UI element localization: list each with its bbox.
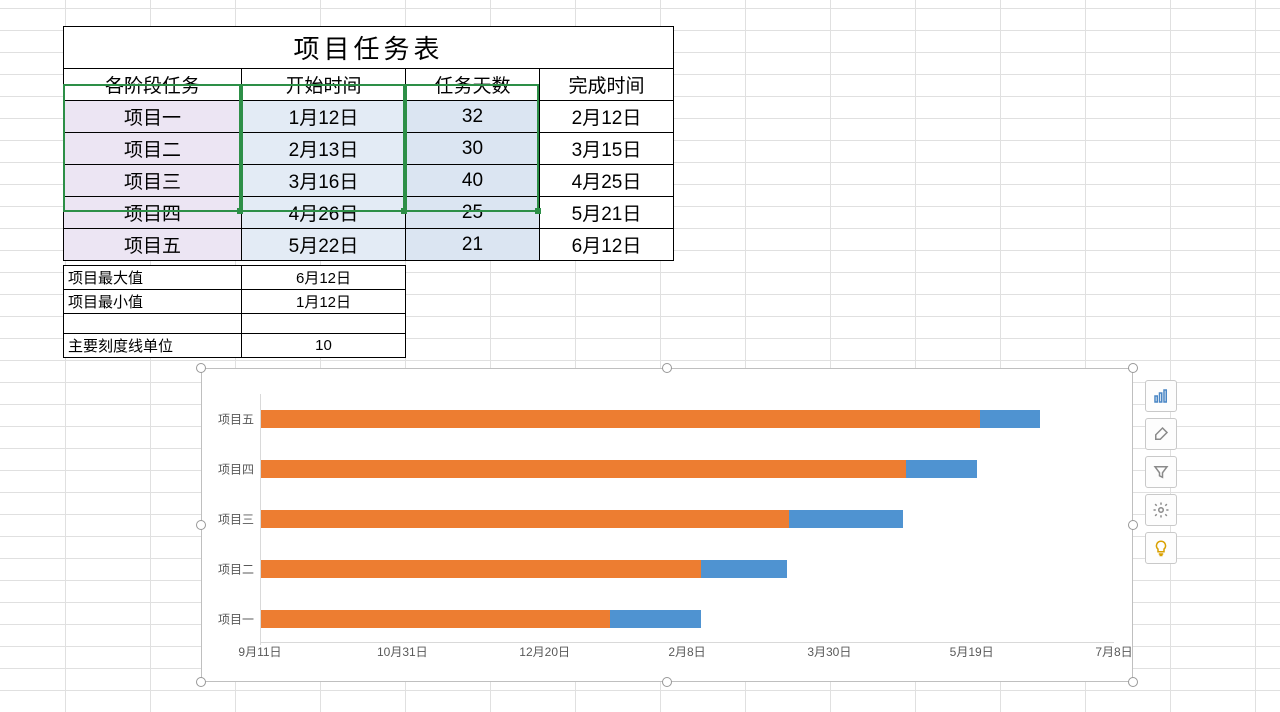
- x-axis-tick: 7月8日: [1095, 643, 1132, 660]
- task-table[interactable]: 项目任务表 各阶段任务 开始时间 任务天数 完成时间 项目一 1月12日 32 …: [63, 26, 674, 261]
- cell-end[interactable]: 6月12日: [540, 229, 674, 261]
- bar-segment[interactable]: [260, 610, 610, 628]
- cell-end[interactable]: 2月12日: [540, 101, 674, 133]
- x-axis-tick: 9月11日: [238, 643, 281, 660]
- cell-task-name[interactable]: 项目四: [64, 197, 242, 229]
- task-table-header[interactable]: 任务天数: [406, 69, 540, 101]
- summary-table[interactable]: 项目最大值 6月12日 项目最小值 1月12日 主要刻度线单位 10: [63, 265, 406, 358]
- chart-settings-button[interactable]: [1145, 494, 1177, 526]
- chart-elements-icon: [1152, 387, 1170, 405]
- summary-value[interactable]: 1月12日: [242, 290, 406, 314]
- cell-task-name[interactable]: 项目一: [64, 101, 242, 133]
- summary-value[interactable]: 10: [242, 334, 406, 358]
- task-table-header[interactable]: 各阶段任务: [64, 69, 242, 101]
- cell-days[interactable]: 25: [406, 197, 540, 229]
- summary-label[interactable]: 主要刻度线单位: [64, 334, 242, 358]
- chart-bar-row[interactable]: 项目二: [260, 560, 1114, 578]
- summary-label[interactable]: 项目最小值: [64, 290, 242, 314]
- cell-days[interactable]: 40: [406, 165, 540, 197]
- y-axis-label: 项目二: [218, 561, 260, 578]
- x-axis-tick: 2月8日: [668, 643, 705, 660]
- cell-task-name[interactable]: 项目五: [64, 229, 242, 261]
- x-axis-tick: 10月31日: [377, 643, 428, 660]
- resize-handle[interactable]: [662, 363, 672, 373]
- gear-icon: [1152, 501, 1170, 519]
- resize-handle[interactable]: [662, 677, 672, 687]
- cell-start[interactable]: 4月26日: [242, 197, 406, 229]
- cell-end[interactable]: 3月15日: [540, 133, 674, 165]
- resize-handle[interactable]: [1128, 363, 1138, 373]
- bar-segment[interactable]: [260, 410, 980, 428]
- x-axis: 9月11日10月31日12月20日2月8日3月30日5月19日7月8日: [260, 643, 1114, 663]
- bar-segment[interactable]: [701, 560, 786, 578]
- y-axis-label: 项目三: [218, 511, 260, 528]
- x-axis-tick: 12月20日: [519, 643, 570, 660]
- cell-end[interactable]: 5月21日: [540, 197, 674, 229]
- resize-handle[interactable]: [196, 520, 206, 530]
- cell-start[interactable]: 5月22日: [242, 229, 406, 261]
- chart-styles-button[interactable]: [1145, 418, 1177, 450]
- summary-value[interactable]: 6月12日: [242, 266, 406, 290]
- y-axis-label: 项目五: [218, 411, 260, 428]
- bar-segment[interactable]: [610, 610, 701, 628]
- cell-end[interactable]: 4月25日: [540, 165, 674, 197]
- y-axis-line: [260, 394, 261, 645]
- chart-bar-row[interactable]: 项目五: [260, 410, 1114, 428]
- bar-segment[interactable]: [980, 410, 1040, 428]
- y-axis-label: 项目一: [218, 611, 260, 628]
- cell-start[interactable]: 3月16日: [242, 165, 406, 197]
- x-axis-tick: 5月19日: [950, 643, 994, 660]
- funnel-icon: [1152, 463, 1170, 481]
- cell-start[interactable]: 1月12日: [242, 101, 406, 133]
- resize-handle[interactable]: [196, 363, 206, 373]
- cell-start[interactable]: 2月13日: [242, 133, 406, 165]
- chart-filters-button[interactable]: [1145, 456, 1177, 488]
- chart-bar-row[interactable]: 项目四: [260, 460, 1114, 478]
- resize-handle[interactable]: [196, 677, 206, 687]
- chart-side-toolbar: [1145, 380, 1179, 564]
- lightbulb-icon: [1152, 539, 1170, 557]
- task-table-title: 项目任务表: [64, 27, 674, 69]
- cell-days[interactable]: 21: [406, 229, 540, 261]
- x-axis-tick: 3月30日: [807, 643, 851, 660]
- chart-plot-area[interactable]: 项目五项目四项目三项目二项目一: [260, 394, 1114, 644]
- task-table-header[interactable]: 开始时间: [242, 69, 406, 101]
- y-axis-label: 项目四: [218, 461, 260, 478]
- resize-handle[interactable]: [1128, 520, 1138, 530]
- cell-days[interactable]: 32: [406, 101, 540, 133]
- gantt-chart[interactable]: 项目五项目四项目三项目二项目一 9月11日 10月31日 12月20日 2月8日 3月3…: [201, 368, 1133, 682]
- chart-ideas-button[interactable]: [1145, 532, 1177, 564]
- resize-handle[interactable]: [1128, 677, 1138, 687]
- bar-segment[interactable]: [789, 510, 903, 528]
- bar-segment[interactable]: [260, 460, 906, 478]
- task-table-header[interactable]: 完成时间: [540, 69, 674, 101]
- chart-elements-button[interactable]: [1145, 380, 1177, 412]
- cell-task-name[interactable]: 项目三: [64, 165, 242, 197]
- brush-icon: [1152, 425, 1170, 443]
- bar-segment[interactable]: [260, 560, 701, 578]
- chart-bar-row[interactable]: 项目三: [260, 510, 1114, 528]
- cell-task-name[interactable]: 项目二: [64, 133, 242, 165]
- summary-label[interactable]: 项目最大值: [64, 266, 242, 290]
- cell-days[interactable]: 30: [406, 133, 540, 165]
- bar-segment[interactable]: [260, 510, 789, 528]
- bar-segment[interactable]: [906, 460, 977, 478]
- chart-bar-row[interactable]: 项目一: [260, 610, 1114, 628]
